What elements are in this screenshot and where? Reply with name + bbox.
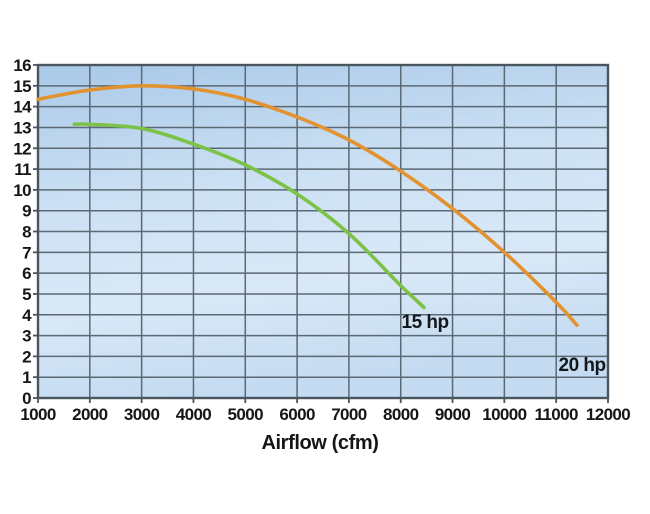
y-tick-label: 9: [22, 202, 31, 221]
y-tick-label: 8: [22, 223, 31, 242]
y-tick-label: 16: [13, 56, 31, 75]
y-tick-label: 7: [22, 243, 31, 262]
curve-15-hp: [72, 122, 426, 310]
curve-label-15-hp: 15 hp: [402, 312, 449, 333]
y-tick-label: 10: [13, 181, 31, 200]
y-tick-label: 1: [22, 368, 31, 387]
y-tick-label: 5: [22, 285, 31, 304]
y-tick-label: 11: [14, 160, 31, 179]
curve-label-20-hp: 20 hp: [559, 355, 606, 376]
x-tick-label: 3000: [124, 405, 160, 424]
x-tick-label: 4000: [176, 405, 212, 424]
x-tick-label: 8000: [383, 405, 419, 424]
y-tick-label: 3: [22, 327, 31, 346]
y-tick-label: 6: [22, 264, 31, 283]
y-tick-label: 14: [13, 98, 32, 117]
x-tick-label: 10000: [482, 405, 526, 424]
x-tick-label: 7000: [331, 405, 367, 424]
x-tick-label: 6000: [279, 405, 315, 424]
x-tick-label: 11000: [535, 405, 578, 424]
x-tick-label: 2000: [72, 405, 108, 424]
y-tick-label: 4: [22, 306, 32, 325]
x-tick-label: 5000: [228, 405, 264, 424]
y-tick-label: 0: [22, 389, 31, 408]
y-tick-label: 2: [22, 347, 31, 366]
x-tick-label: 9000: [435, 405, 471, 424]
x-tick-label: 1000: [20, 405, 56, 424]
y-tick-label: 15: [13, 77, 31, 96]
plot-area: 1000 2000 3000 4000 5000 6000 7000 8000 9000 1000…: [13, 56, 631, 424]
x-axis-title: Airflow (cfm): [261, 432, 378, 454]
x-tick-label: 12000: [586, 405, 630, 424]
curve-20-hp: [36, 83, 579, 327]
y-tick-label: 13: [13, 118, 31, 137]
y-tick-label: 12: [13, 139, 31, 158]
